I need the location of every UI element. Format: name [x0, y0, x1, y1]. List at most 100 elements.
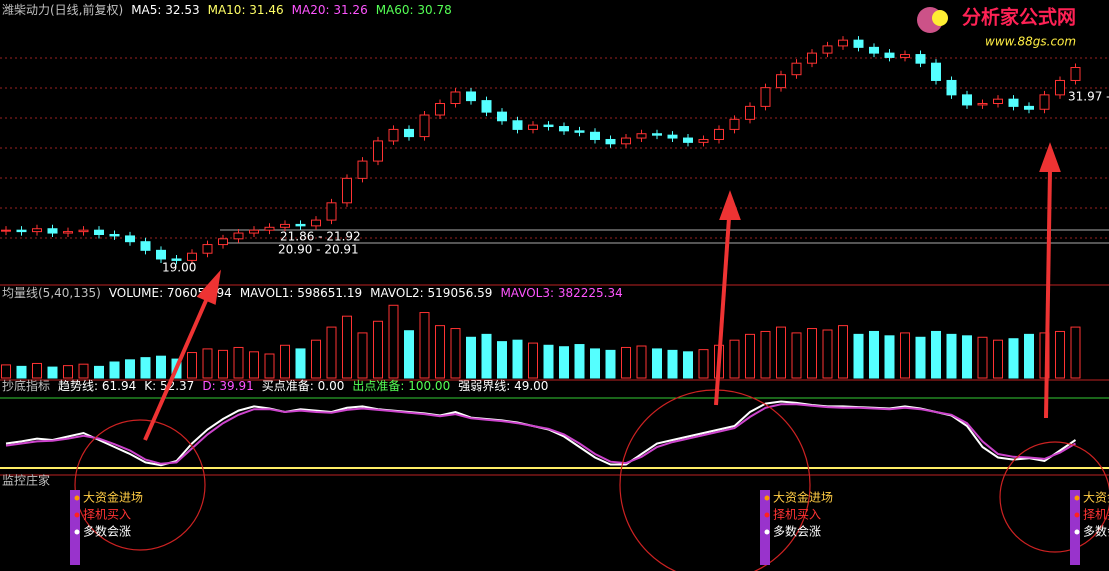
candle-body: [574, 130, 585, 133]
indicator-line: [5, 403, 1077, 465]
candle-body: [373, 140, 383, 162]
price-label: 31.97 -: [1068, 90, 1109, 104]
candle-body: [94, 229, 104, 235]
volume-bar: [218, 349, 228, 379]
volume-bar: [698, 349, 709, 379]
candle-body: [156, 249, 166, 260]
monitor-title: 监控庄家: [2, 473, 50, 488]
arrow: [143, 295, 210, 441]
arrow: [714, 217, 731, 406]
candle-body: [466, 91, 476, 102]
volume-bar: [280, 344, 290, 379]
candle-body: [16, 229, 27, 233]
arrow-head: [1039, 142, 1061, 172]
candle-body: [249, 229, 259, 234]
volume-bar: [636, 345, 647, 379]
arrows: [143, 142, 1061, 441]
volume-bar: [543, 344, 554, 379]
candle-body: [652, 133, 662, 136]
header-item: MA5: 32.53: [131, 3, 199, 17]
volume-bar: [233, 346, 244, 379]
candle-body: [1055, 79, 1065, 96]
volume-bar: [776, 326, 786, 379]
signal-label: 择机买入: [1083, 508, 1109, 522]
annotations: [74, 389, 1109, 571]
candle-body: [900, 54, 910, 58]
volume-bar: [1055, 330, 1065, 379]
volume-bar: [683, 351, 693, 379]
candle-body: [419, 114, 430, 138]
candle-body: [977, 102, 988, 106]
volume-bar: [357, 332, 368, 379]
volume-bar: [466, 336, 476, 379]
candle-body: [931, 62, 941, 81]
candle-body: [714, 128, 724, 140]
volume-bar: [342, 315, 352, 379]
volume-bar: [264, 353, 275, 379]
signal-label: 大资金进场: [83, 490, 143, 505]
candle-body: [280, 223, 290, 228]
candle-body: [187, 252, 197, 261]
signal-dot: [1074, 529, 1080, 535]
candle-body: [807, 52, 817, 64]
volume-bar: [869, 330, 879, 379]
volume-bar: [32, 362, 42, 379]
candle-body: [140, 241, 151, 251]
candle-body: [171, 258, 182, 261]
candle-body: [528, 124, 538, 130]
header-item: MA60: 30.78: [376, 3, 452, 17]
highlight-circle: [999, 441, 1109, 553]
signal-label: 择机买入: [773, 508, 821, 522]
volume-bar: [202, 348, 213, 379]
candle-body: [869, 46, 879, 54]
candle-body: [791, 62, 802, 76]
candle-body: [32, 228, 42, 233]
candle-body: [388, 128, 399, 142]
header-item: 均量线(5,40,135): [2, 286, 101, 300]
volume-bar: [931, 330, 941, 379]
signal-dot: [74, 495, 80, 501]
volume-bar: [109, 361, 120, 379]
volume-bar: [946, 333, 957, 379]
candle-body: [605, 138, 616, 145]
volume-bar: [16, 365, 27, 379]
volume-bar: [249, 351, 259, 379]
signal-dot: [764, 529, 770, 535]
volume-bar: [1, 364, 11, 379]
volume-bar: [791, 332, 802, 379]
volume-bar: [435, 325, 445, 379]
candle-body: [1008, 98, 1019, 107]
volume-bar: [667, 349, 678, 379]
candle-body: [404, 128, 414, 138]
arrow-head: [196, 269, 221, 305]
header-item: 抄底指标: [2, 378, 50, 393]
volume-bar: [373, 320, 383, 379]
volume-bar: [94, 365, 104, 379]
signal-label: 多数会涨: [773, 524, 821, 539]
header-item: MAVOL1: 598651.19: [240, 286, 362, 300]
candle-body: [481, 100, 492, 113]
signal-dot: [764, 495, 770, 501]
candle-body: [667, 134, 678, 139]
logo-icon: [932, 10, 948, 26]
candle-body: [497, 111, 507, 122]
candle-body: [590, 131, 600, 140]
volume-bar: [977, 336, 988, 379]
volume-bar: [590, 348, 600, 379]
volume-bar: [125, 359, 135, 379]
candle-body: [559, 126, 569, 132]
candle-body: [915, 54, 926, 64]
highlight-circle: [619, 389, 811, 571]
volume-bar: [187, 352, 197, 379]
volume-bar: [156, 355, 166, 379]
volume-bar: [853, 333, 864, 379]
signal-bar: [70, 490, 80, 565]
candle-body: [993, 98, 1003, 104]
candle-body: [683, 137, 693, 143]
header-item: MA20: 31.26: [292, 3, 368, 17]
candle-body: [853, 39, 864, 48]
signal-dot: [1074, 512, 1080, 518]
signal-dot: [764, 512, 770, 518]
